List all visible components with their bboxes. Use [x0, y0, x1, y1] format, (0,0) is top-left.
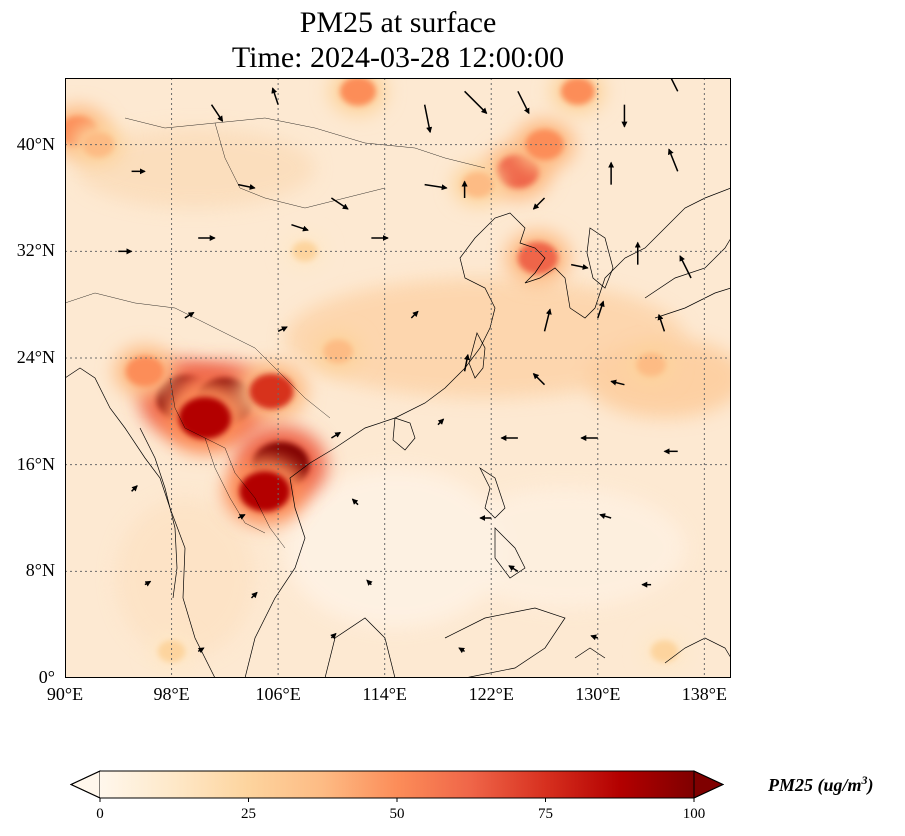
- pm25-plume-core: [239, 471, 291, 512]
- pm25-plume: [550, 78, 605, 114]
- lon-tick-label: 106°E: [255, 684, 301, 704]
- pm25-plume: [329, 78, 387, 116]
- colorbar-tick-label: 50: [389, 806, 405, 822]
- pm25-plume-core: [462, 171, 494, 198]
- colorbar-tick-label: 100: [682, 806, 706, 822]
- lat-tick-label: 40°N: [16, 133, 55, 154]
- pm25-plume: [514, 119, 575, 171]
- pm25-plume: [162, 382, 248, 454]
- wind-arrow: [571, 263, 589, 270]
- wind-arrow: [277, 326, 288, 333]
- wind-arrow: [437, 418, 445, 426]
- wind-arrow: [532, 372, 546, 386]
- wind-arrow: [237, 514, 246, 520]
- pm25-plume: [235, 361, 307, 421]
- lat-tick-label: 24°N: [16, 347, 55, 367]
- colorbar-tick-label: 0: [96, 806, 104, 822]
- pm25-plume-core: [157, 640, 186, 663]
- wind-arrow: [508, 565, 519, 572]
- lon-tick-label: 122°E: [468, 684, 514, 704]
- pm25-plume: [627, 344, 675, 385]
- wind-arrow: [463, 353, 470, 372]
- pm25-plume: [642, 632, 687, 670]
- colorbar-extend-high: [693, 770, 725, 799]
- wind-arrow: [210, 104, 224, 122]
- wind-arrow: [517, 90, 530, 115]
- pm25-plume-core: [82, 131, 115, 158]
- wind-arrow: [610, 379, 625, 386]
- map-frame: [65, 78, 731, 678]
- colorbar-tick-label: 75: [538, 806, 553, 822]
- lat-tick-label: 0°: [38, 667, 55, 687]
- wind-arrow: [366, 579, 373, 586]
- pm25-plume-core: [249, 373, 294, 410]
- wind-arrow: [597, 300, 605, 319]
- wind-arrow: [330, 632, 337, 640]
- pm25-plume: [149, 632, 194, 670]
- lat-tick-label: 8°N: [25, 560, 55, 581]
- pm25-plume: [284, 234, 326, 269]
- wind-arrow: [667, 148, 679, 172]
- graticule: [65, 78, 731, 678]
- wind-arrow: [291, 223, 309, 232]
- pm25-plume-core: [650, 640, 679, 663]
- wind-arrow: [330, 197, 349, 210]
- wind-arrow: [670, 78, 679, 92]
- wind-arrow: [590, 634, 599, 641]
- pm25-plume: [72, 123, 124, 166]
- wind-arrow: [250, 591, 258, 599]
- wind-arrow: [131, 485, 138, 492]
- colorbar-outline: [69, 770, 725, 799]
- pm25-plume-core: [340, 78, 377, 106]
- wind-arrow: [458, 647, 465, 654]
- pm25-plume-layer: [65, 78, 687, 670]
- colorbar-tick-label: 25: [241, 806, 256, 822]
- wind-arrow: [599, 513, 612, 520]
- colorbar-title: PM25 (ug/m3): [768, 773, 874, 795]
- wind-arrow: [423, 104, 433, 134]
- figure-time-subtitle: Time: 2024-03-28 12:00:00: [231, 41, 565, 74]
- wind-arrow: [197, 647, 205, 654]
- pm25-plume: [314, 331, 362, 372]
- wind-arrow: [351, 498, 359, 506]
- lon-tick-label: 114°E: [362, 684, 407, 704]
- wind-arrow: [331, 431, 342, 439]
- wind-arrow: [410, 310, 419, 319]
- pm25-plume-core: [525, 129, 564, 160]
- pm25-plume-core: [178, 396, 232, 440]
- wind-arrow: [543, 308, 552, 332]
- pm25-plume-core: [292, 241, 318, 262]
- lon-tick-label: 90°E: [46, 684, 84, 704]
- wind-arrow: [657, 313, 666, 332]
- pm25-plume: [114, 345, 176, 397]
- colorbar-extend-low: [69, 770, 101, 799]
- wind-arrow: [424, 183, 448, 191]
- figure-title: PM25 at surface: [299, 6, 497, 39]
- wind-arrow: [144, 580, 152, 587]
- wind-arrow: [271, 87, 279, 105]
- pm25-plume: [224, 457, 306, 526]
- country-borders: [65, 117, 486, 549]
- pm25-plume-core: [125, 356, 164, 387]
- pm25-map[interactable]: [65, 78, 731, 678]
- pm25-plume-core: [517, 241, 558, 275]
- wind-arrow: [532, 197, 546, 210]
- lat-tick-label: 32°N: [16, 240, 55, 261]
- lon-tick-label: 138°E: [681, 684, 727, 704]
- wind-arrow: [184, 311, 195, 319]
- pm25-plume-core: [323, 339, 353, 364]
- wind-arrow: [238, 183, 256, 190]
- lat-tick-label: 16°N: [16, 453, 55, 474]
- colorbar-gradient: [100, 771, 694, 798]
- pm25-plume-core: [560, 78, 595, 105]
- wind-arrow: [679, 255, 692, 279]
- wind-arrow: [464, 90, 488, 115]
- lon-tick-label: 130°E: [575, 684, 621, 704]
- map-panel[interactable]: [65, 78, 731, 678]
- lon-tick-label: 98°E: [153, 684, 190, 704]
- pm25-plume: [452, 163, 504, 206]
- pm25-plume: [505, 231, 571, 285]
- wind-vectors: [118, 78, 692, 654]
- pm25-plume-core: [636, 352, 666, 377]
